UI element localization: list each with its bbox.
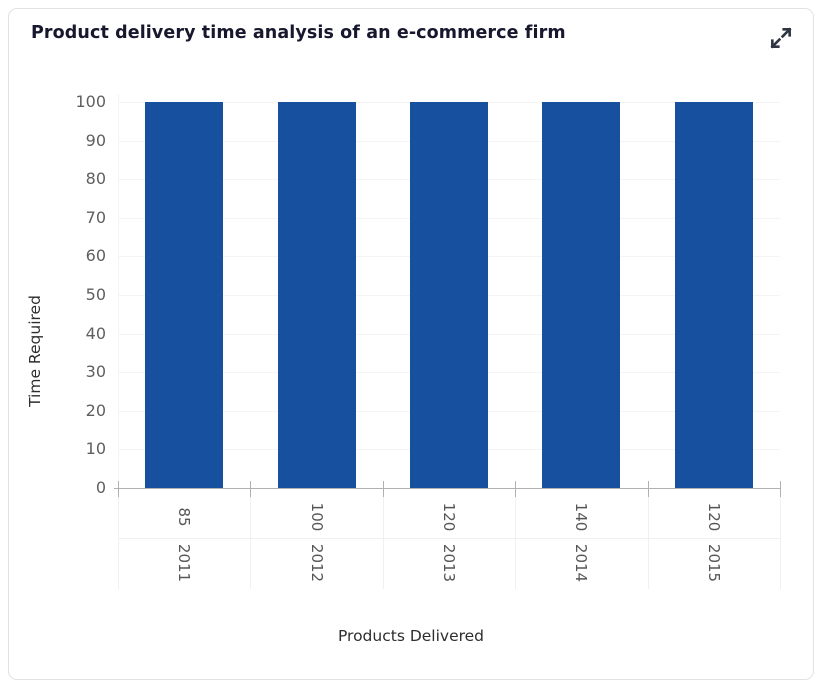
label-separator [780, 497, 781, 589]
x-axis-tick [515, 481, 517, 497]
expand-icon [770, 27, 792, 49]
bar-chart-plot: 0 10 20 30 40 50 60 70 80 90 100 85 2011 100 2012 120 20… [9, 9, 813, 679]
bar[interactable] [145, 102, 224, 488]
label-separator [250, 497, 252, 589]
bar[interactable] [542, 102, 621, 488]
y-tick-label: 40 [85, 323, 106, 343]
y-axis-title: Time Required [26, 295, 44, 407]
y-tick-label: 60 [85, 246, 106, 266]
y-tick-label: 70 [85, 207, 106, 227]
x-tick-value-label: 100 [307, 502, 326, 532]
x-tick-value-label: 120 [440, 502, 458, 532]
y-tick-label: 10 [85, 439, 106, 459]
x-axis-title: Products Delivered [337, 627, 485, 645]
x-tick-value-label: 120 [704, 502, 723, 532]
y-tick-label: 20 [85, 400, 106, 420]
x-tick-year-label: 2013 [440, 543, 458, 583]
y-tick-label: 90 [85, 130, 106, 150]
label-separator [118, 538, 780, 539]
label-separator [647, 497, 649, 589]
chart-title: Product delivery time analysis of an e-c… [31, 23, 566, 43]
bar[interactable] [277, 102, 356, 488]
y-tick-label: 0 [95, 478, 106, 497]
x-tick-year-label: 2011 [175, 543, 194, 583]
x-axis-tick [250, 481, 252, 497]
x-tick-year-label: 2014 [572, 543, 591, 583]
x-axis-tick [647, 481, 649, 497]
y-tick-label: 100 [75, 92, 106, 111]
label-separator [515, 497, 517, 589]
y-axis-line [118, 94, 119, 488]
x-axis-tick [382, 481, 384, 497]
x-axis-line [114, 488, 781, 489]
x-axis-tick [118, 481, 119, 497]
bar[interactable] [674, 102, 753, 488]
expand-button[interactable] [764, 21, 798, 55]
x-axis-tick [780, 481, 781, 497]
label-separator [118, 497, 119, 589]
x-tick-value-label: 140 [572, 502, 591, 532]
bar[interactable] [410, 102, 488, 488]
x-tick-value-label: 85 [175, 507, 194, 527]
label-separator [382, 497, 384, 589]
y-tick-label: 80 [85, 169, 106, 189]
x-tick-year-label: 2015 [704, 543, 723, 583]
chart-card: Product delivery time analysis of an e-c… [8, 8, 814, 680]
y-tick-label: 30 [85, 362, 106, 382]
y-tick-label: 50 [85, 285, 106, 304]
x-tick-year-label: 2012 [307, 543, 326, 583]
